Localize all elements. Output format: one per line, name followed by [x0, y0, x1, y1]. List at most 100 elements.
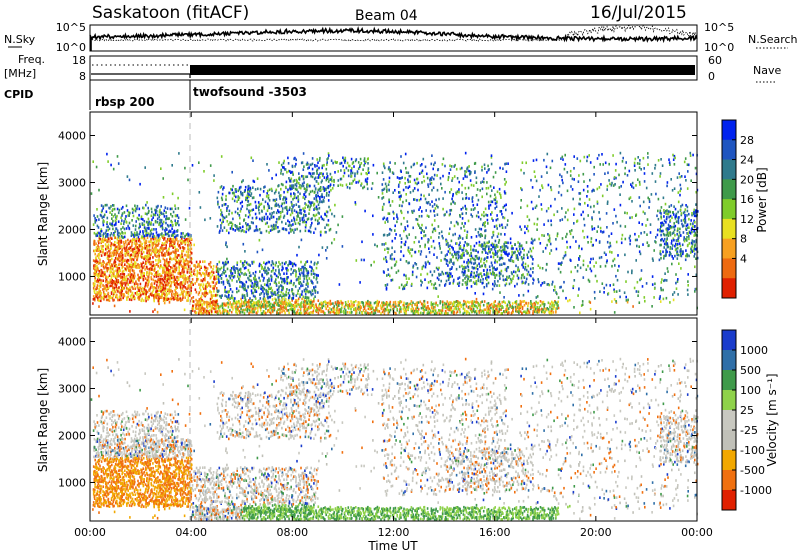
power-cell: [155, 240, 158, 244]
power-cell: [287, 188, 289, 192]
power-cell: [150, 261, 152, 264]
power-cell: [394, 162, 396, 165]
power-cell: [164, 264, 167, 268]
power-cell: [211, 306, 213, 310]
power-cell: [94, 252, 96, 256]
power-cell: [384, 166, 386, 170]
power-cell: [466, 175, 468, 179]
power-cell: [267, 287, 270, 291]
power-cell: [106, 283, 109, 287]
power-cell: [259, 279, 261, 283]
power-cell: [213, 299, 215, 303]
power-cell: [146, 285, 149, 288]
nsky-line: [89, 26, 698, 51]
power-cell: [291, 264, 294, 268]
power-cell: [114, 244, 116, 247]
power-cell: [136, 291, 138, 294]
power-cell: [102, 223, 105, 227]
power-cell: [151, 218, 153, 222]
power-cell: [421, 266, 424, 269]
power-cell: [234, 301, 237, 305]
power-cell: [164, 229, 166, 232]
power-cell: [400, 222, 403, 226]
power-cell: [184, 238, 186, 242]
power-cell: [109, 234, 112, 237]
power-cell: [449, 168, 452, 171]
power-cell: [504, 241, 506, 244]
power-cell: [133, 274, 135, 278]
power-cell: [144, 255, 146, 258]
power-cell: [98, 235, 101, 238]
power-cell: [294, 165, 296, 168]
power-cell: [243, 300, 246, 304]
power-cell: [94, 273, 97, 277]
power-cell: [392, 307, 395, 310]
power-cell: [198, 311, 200, 314]
power-cell: [217, 306, 220, 310]
power-cell: [303, 165, 305, 168]
power-cell: [169, 207, 172, 211]
power-cell: [103, 232, 105, 235]
power-cell: [530, 304, 533, 308]
power-cell: [359, 157, 362, 161]
power-cell: [391, 239, 394, 243]
power-cell: [429, 177, 432, 180]
power-cell: [275, 298, 277, 302]
power-cell: [319, 156, 321, 160]
power-cell: [243, 302, 246, 306]
power-cell: [172, 273, 174, 276]
power-cell: [243, 273, 245, 276]
power-cell: [491, 236, 493, 239]
power-cell: [444, 190, 446, 194]
power-cell: [406, 281, 408, 284]
power-cell: [126, 265, 128, 268]
power-cell: [364, 178, 367, 181]
power-cell: [267, 296, 270, 299]
power-cell: [386, 247, 388, 250]
power-cell: [183, 270, 185, 273]
power-cell: [138, 239, 141, 243]
power-cell: [541, 301, 543, 304]
power-cell: [181, 235, 183, 239]
power-cell: [100, 299, 102, 303]
power-cell: [307, 200, 310, 203]
power-cell: [322, 301, 325, 304]
power-cell: [146, 236, 149, 240]
power-cell: [488, 204, 490, 208]
power-cell: [112, 271, 114, 275]
power-cell: [440, 309, 443, 312]
power-cell: [312, 213, 315, 217]
power-cell: [289, 307, 292, 311]
power-cell: [450, 239, 453, 243]
power-cell: [314, 289, 317, 293]
power-cell: [491, 200, 494, 204]
power-cell: [535, 307, 537, 311]
power-cell: [182, 276, 184, 279]
power-cell: [131, 233, 134, 236]
power-cell: [330, 176, 333, 179]
power-cell: [146, 273, 148, 277]
power-cell: [139, 241, 142, 244]
power-cell: [308, 166, 310, 169]
power-cell: [275, 224, 277, 227]
power-cell: [220, 266, 223, 270]
power-cell: [403, 216, 405, 220]
power-cell: [472, 309, 475, 312]
power-cell: [144, 262, 147, 265]
power-cell: [267, 310, 269, 313]
power-cell: [226, 297, 229, 300]
power-cell: [220, 208, 222, 212]
power-cell: [176, 286, 179, 289]
power-cell: [506, 223, 509, 227]
power-cell: [225, 262, 227, 266]
power-cell: [199, 306, 201, 309]
power-cell: [163, 266, 165, 270]
power-cell: [145, 292, 147, 295]
power-cell: [278, 217, 281, 220]
power-cell: [157, 239, 160, 242]
power-cell: [181, 287, 184, 290]
power-cell: [317, 311, 320, 315]
power-cell: [96, 208, 98, 211]
power-cell: [244, 189, 246, 192]
power-cell: [110, 276, 113, 279]
